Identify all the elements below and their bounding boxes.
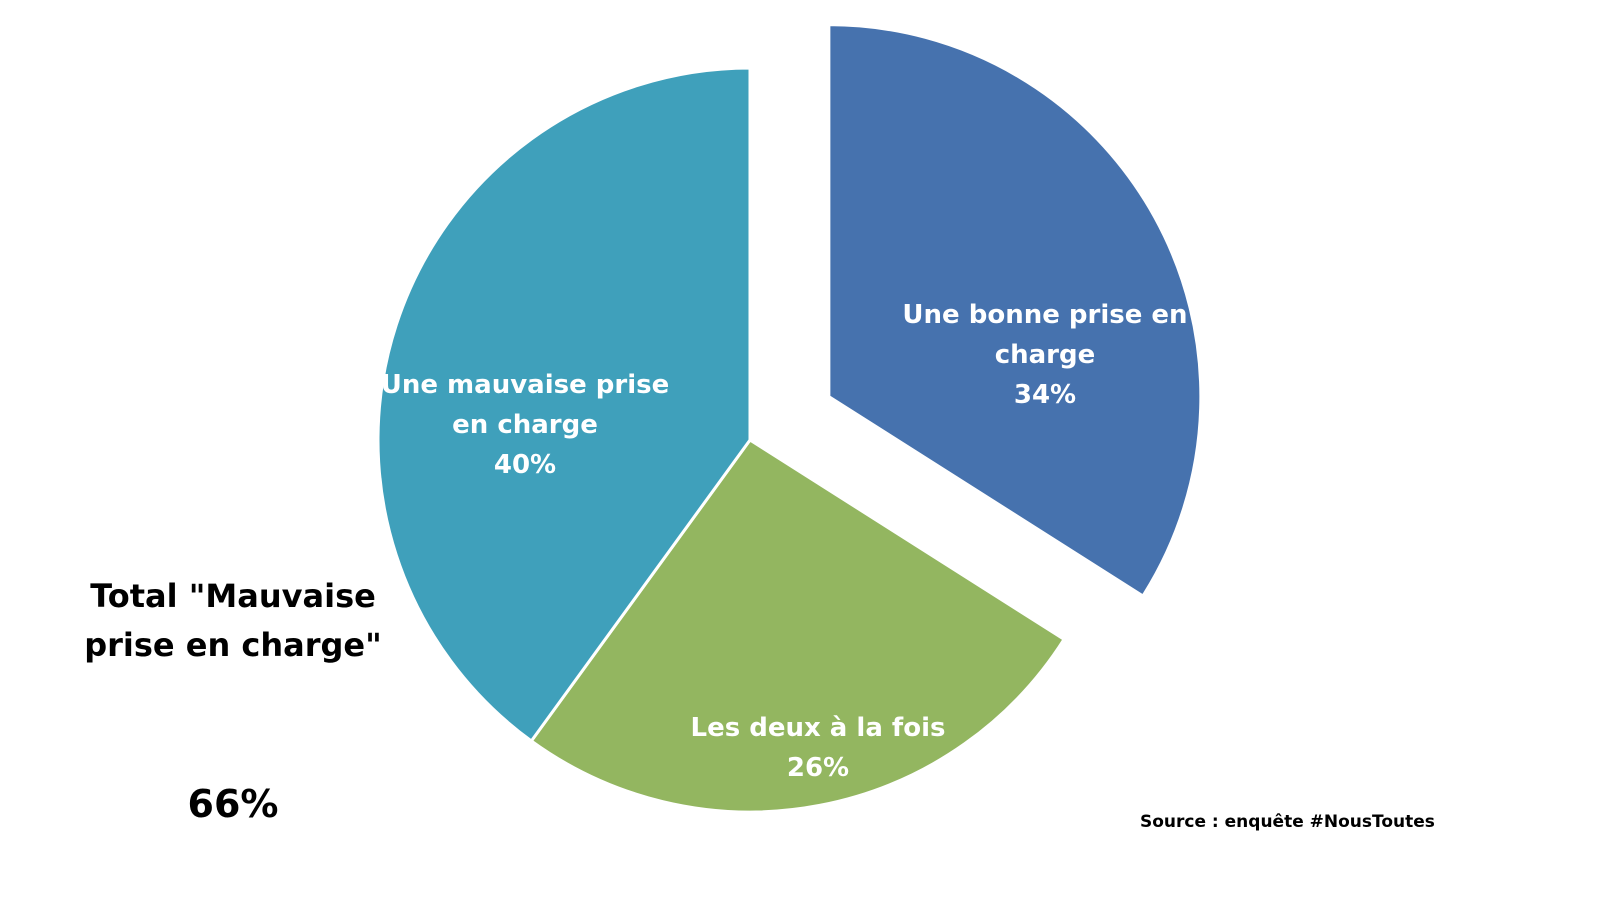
value-label: 26% [786, 753, 850, 783]
category-label: Les deux à la fois [690, 713, 946, 743]
slice-label: Une mauvaise prise en charge 40% [380, 365, 670, 485]
pie-slice [529, 437, 1067, 814]
category-label: Une bonne prise en charge [902, 300, 1188, 370]
total-value: 66% [187, 782, 279, 826]
slice-label: Une bonne prise en charge 34% [900, 295, 1190, 415]
pie-slice [827, 23, 1203, 599]
source: Source : enquête #NousToutes [1140, 812, 1435, 832]
value-label: 40% [493, 450, 557, 480]
slice-label: Les deux à la fois 26% [673, 708, 963, 788]
pie-slice [376, 66, 752, 744]
total-label: Total "Mauvaise prise en charge" [84, 577, 382, 664]
category-label: Une mauvaise prise en charge [380, 370, 670, 440]
value-label: 34% [1013, 380, 1077, 410]
